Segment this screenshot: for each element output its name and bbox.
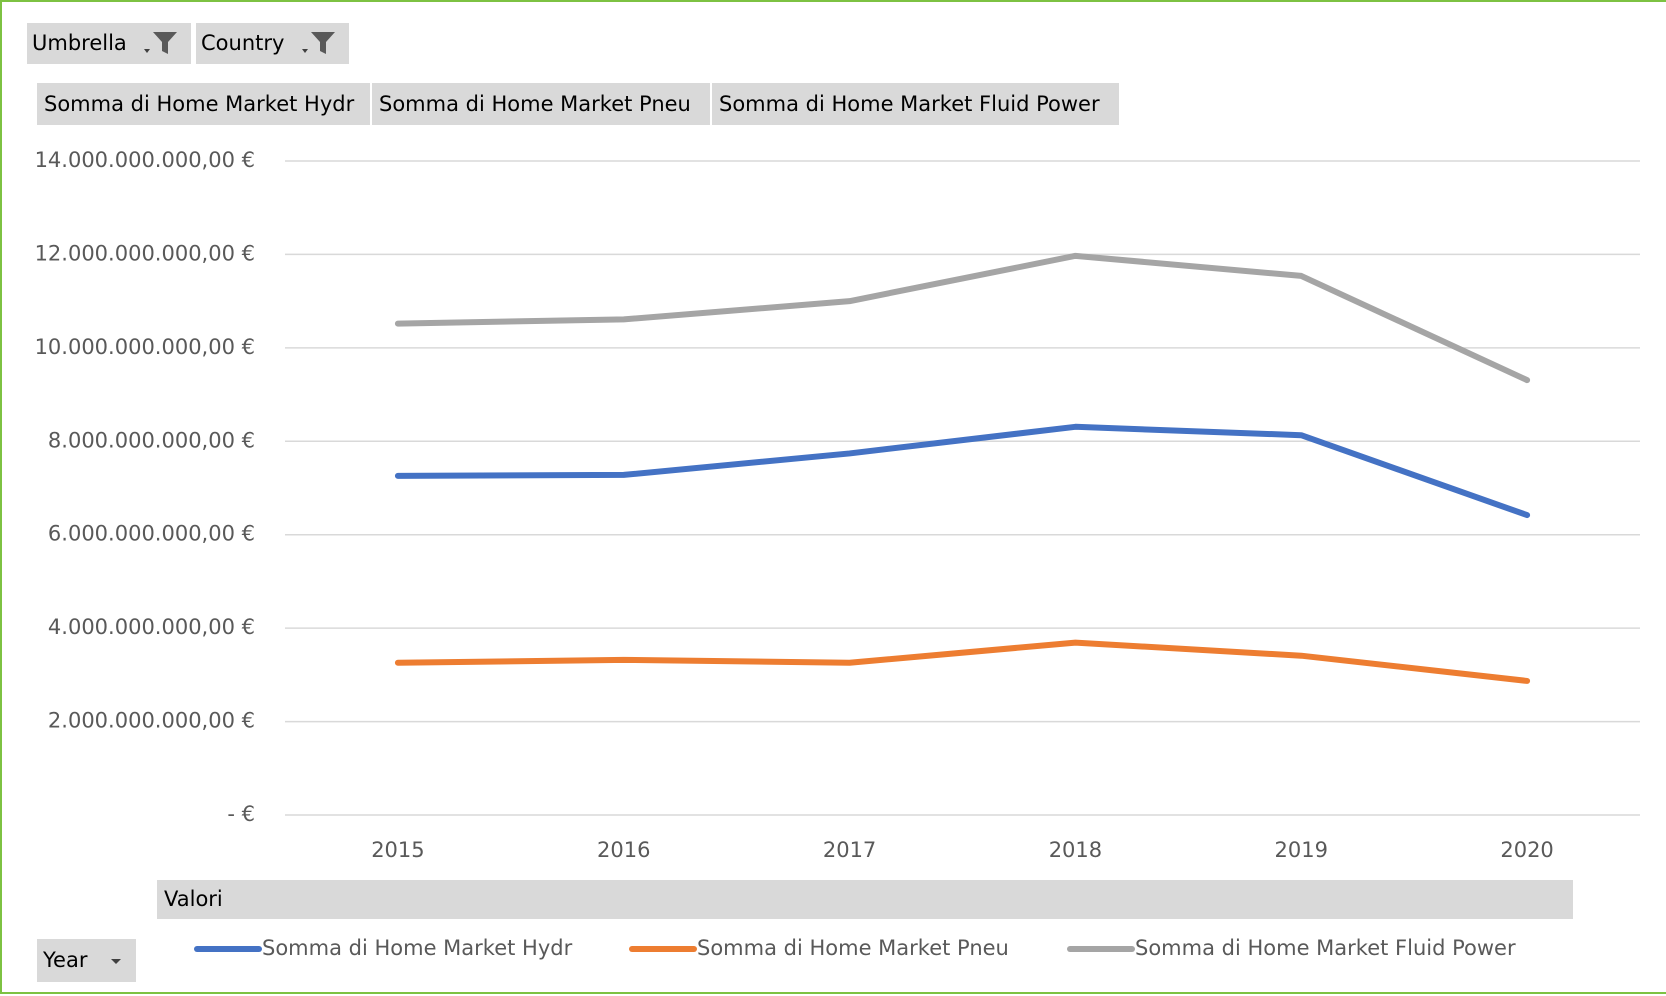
dropdown-icon — [144, 49, 150, 53]
legend-label: Somma di Home Market Hydr — [262, 936, 573, 960]
y-tick-label: 12.000.000.000,00 € — [35, 241, 255, 265]
series-line — [394, 423, 1531, 519]
x-tick-label: 2015 — [371, 838, 424, 862]
legend-title-bar — [157, 880, 1573, 919]
axis-button-label: Year — [42, 948, 88, 972]
x-tick-label: 2017 — [823, 838, 876, 862]
y-tick-label: 8.000.000.000,00 € — [48, 428, 255, 452]
dropdown-icon — [302, 49, 308, 53]
series-button[interactable] — [372, 83, 710, 125]
x-tick-label: 2018 — [1049, 838, 1102, 862]
series-button-label: Somma di Home Market Pneu — [379, 92, 691, 116]
series-button[interactable] — [712, 83, 1119, 125]
legend-label: Somma di Home Market Fluid Power — [1135, 936, 1516, 960]
series-line — [394, 252, 1531, 384]
y-tick-label: 10.000.000.000,00 € — [35, 335, 255, 359]
legend-title: Valori — [164, 887, 223, 911]
series-button[interactable] — [37, 83, 370, 125]
x-tick-label: 2020 — [1500, 838, 1553, 862]
y-tick-label: 6.000.000.000,00 € — [48, 522, 255, 546]
y-tick-label: 14.000.000.000,00 € — [35, 148, 255, 172]
filter-icon — [153, 32, 177, 54]
x-tick-label: 2019 — [1275, 838, 1328, 862]
filter-button-label: Umbrella — [32, 31, 127, 55]
legend-label: Somma di Home Market Pneu — [697, 936, 1009, 960]
y-tick-label: 2.000.000.000,00 € — [48, 709, 255, 733]
y-tick-label: 4.000.000.000,00 € — [48, 615, 255, 639]
series-button-label: Somma di Home Market Hydr — [44, 92, 355, 116]
series-line — [394, 639, 1531, 684]
filter-icon — [311, 32, 335, 54]
y-tick-label: - € — [227, 802, 255, 826]
x-tick-label: 2016 — [597, 838, 650, 862]
series-button-label: Somma di Home Market Fluid Power — [719, 92, 1100, 116]
filter-button-label: Country — [201, 31, 284, 55]
dropdown-icon — [111, 959, 121, 964]
